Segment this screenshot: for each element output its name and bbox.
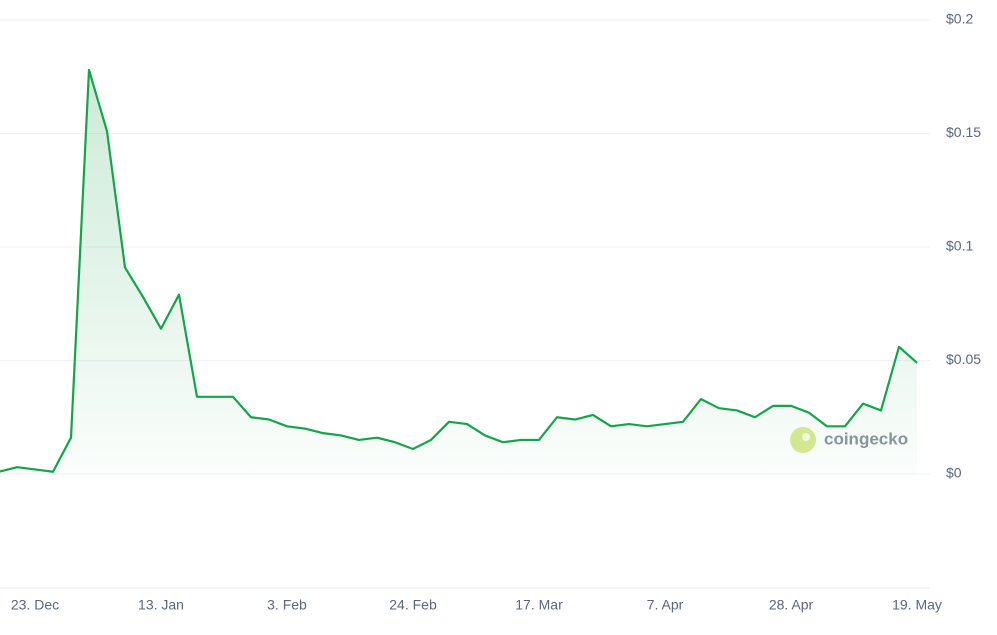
y-tick-label: $0.2 [946,11,973,27]
x-tick-label: 19. May [892,597,942,613]
x-tick-label: 7. Apr [647,597,684,613]
price-line [0,68,918,473]
y-tick-label: $0.15 [946,124,981,140]
y-tick-label: $0.05 [946,351,981,367]
x-tick-label: 28. Apr [769,597,814,613]
x-tick-label: 24. Feb [389,597,437,613]
y-tick-label: $0 [946,465,962,481]
x-tick-label: 13. Jan [138,597,184,613]
area-fill [0,69,917,474]
x-tick-label: 23. Dec [11,597,59,613]
x-tick-label: 17. Mar [515,597,563,613]
x-tick-label: 3. Feb [267,597,307,613]
y-tick-label: $0.1 [946,238,973,254]
